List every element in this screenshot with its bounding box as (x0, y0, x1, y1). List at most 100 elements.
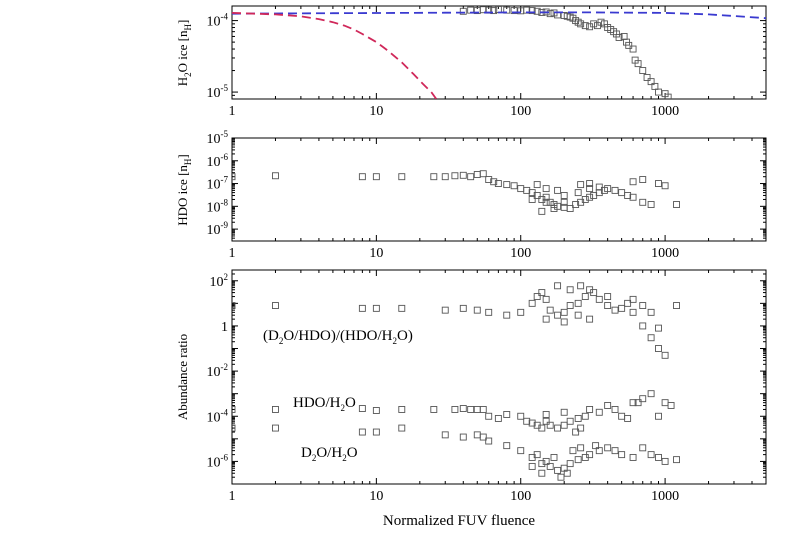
data-point (538, 207, 546, 215)
data-point (634, 60, 642, 68)
data-point (655, 88, 662, 96)
data-point (546, 198, 554, 206)
y-tick-label: 10-8 (207, 197, 229, 215)
data-point (604, 293, 612, 301)
data-point (611, 447, 619, 455)
y-axis-label: HDO ice [nH] (175, 154, 193, 226)
data-point (574, 456, 582, 464)
data-point (542, 198, 550, 206)
data-point (595, 295, 603, 303)
data-point (533, 181, 541, 189)
x-tick-label: 1000 (651, 246, 679, 261)
data-point (590, 192, 598, 199)
data-point (358, 173, 366, 181)
data-point (560, 308, 568, 316)
data-point (528, 419, 536, 427)
data-point (574, 299, 582, 307)
data-point (542, 417, 550, 425)
data-point (232, 406, 236, 413)
data-point (517, 185, 525, 193)
data-point (629, 45, 637, 53)
x-tick-label: 100 (510, 104, 531, 119)
data-point (590, 289, 598, 297)
data-point (528, 299, 536, 307)
data-point (586, 406, 594, 413)
data-point (523, 186, 531, 194)
data-point (586, 451, 594, 459)
data-point (538, 460, 546, 468)
panels: 1 10 100 1000 10-5 10-4 H2O ice [nH] 1 10 100 1000… (175, 5, 767, 529)
data-point (542, 315, 550, 323)
x-tick-label: 1000 (651, 489, 679, 504)
data-point (479, 433, 487, 441)
y-tick-label: 10-4 (207, 12, 229, 30)
x-tick-label: 10 (369, 246, 383, 261)
data-point (661, 351, 669, 359)
plot-frame (231, 269, 767, 485)
annotation-label: (D2O/HDO)/(HDO/H2O) (263, 328, 413, 346)
data-point (479, 6, 487, 14)
data-point (639, 67, 647, 75)
data-point (639, 395, 647, 403)
data-point (533, 192, 541, 199)
data-point (586, 193, 594, 201)
data-point (604, 444, 612, 452)
data-point (479, 170, 487, 178)
data-point (473, 431, 481, 439)
data-point (629, 295, 637, 303)
data-point (546, 462, 554, 470)
y-tick-label: 1 (221, 320, 228, 335)
data-point (430, 173, 438, 181)
data-point (566, 302, 574, 309)
y-axis-label: H2O ice [nH] (175, 20, 193, 87)
data-point (611, 306, 619, 314)
data-point (232, 302, 236, 309)
data-point (586, 315, 594, 323)
data-point (574, 311, 582, 319)
annotation-label: HDO/H2O (293, 395, 356, 413)
data-point (503, 411, 511, 418)
panel-top: 1 10 100 1000 10-5 10-4 H2O ice [nH] (175, 5, 767, 119)
data-point (542, 193, 550, 201)
x-tick-label: 10 (369, 104, 383, 119)
data-layer (232, 282, 680, 481)
data-point (546, 10, 554, 18)
data-point (595, 408, 603, 416)
data-point (560, 408, 568, 416)
x-tick-label: 10 (369, 489, 383, 504)
data-point (550, 201, 558, 208)
data-point (467, 173, 475, 181)
data-point (441, 431, 449, 439)
data-point (232, 424, 236, 432)
data-point (490, 7, 498, 15)
data-point (560, 421, 568, 429)
data-point (542, 295, 550, 303)
data-point (581, 196, 589, 203)
data-point (358, 405, 366, 412)
data-point (523, 417, 531, 425)
data-point (528, 7, 536, 15)
data-point (533, 451, 541, 459)
data-point (604, 402, 612, 409)
data-point (647, 78, 655, 86)
data-point (586, 185, 594, 193)
data-point (629, 453, 637, 461)
data-point (639, 176, 647, 183)
data-point (398, 424, 406, 432)
data-point (272, 172, 279, 180)
data-point (566, 286, 574, 294)
data-point (451, 406, 459, 413)
data-point (372, 428, 380, 436)
x-tick-label: 1 (229, 104, 236, 119)
data-point (372, 173, 380, 181)
data-point (473, 406, 481, 413)
data-point (634, 399, 642, 407)
data-point (577, 424, 585, 432)
data-point (517, 447, 525, 455)
data-point (485, 308, 493, 316)
data-point (546, 306, 554, 314)
data-point (503, 311, 511, 319)
data-point (655, 345, 662, 352)
data-point (655, 453, 662, 461)
data-point (398, 304, 406, 312)
